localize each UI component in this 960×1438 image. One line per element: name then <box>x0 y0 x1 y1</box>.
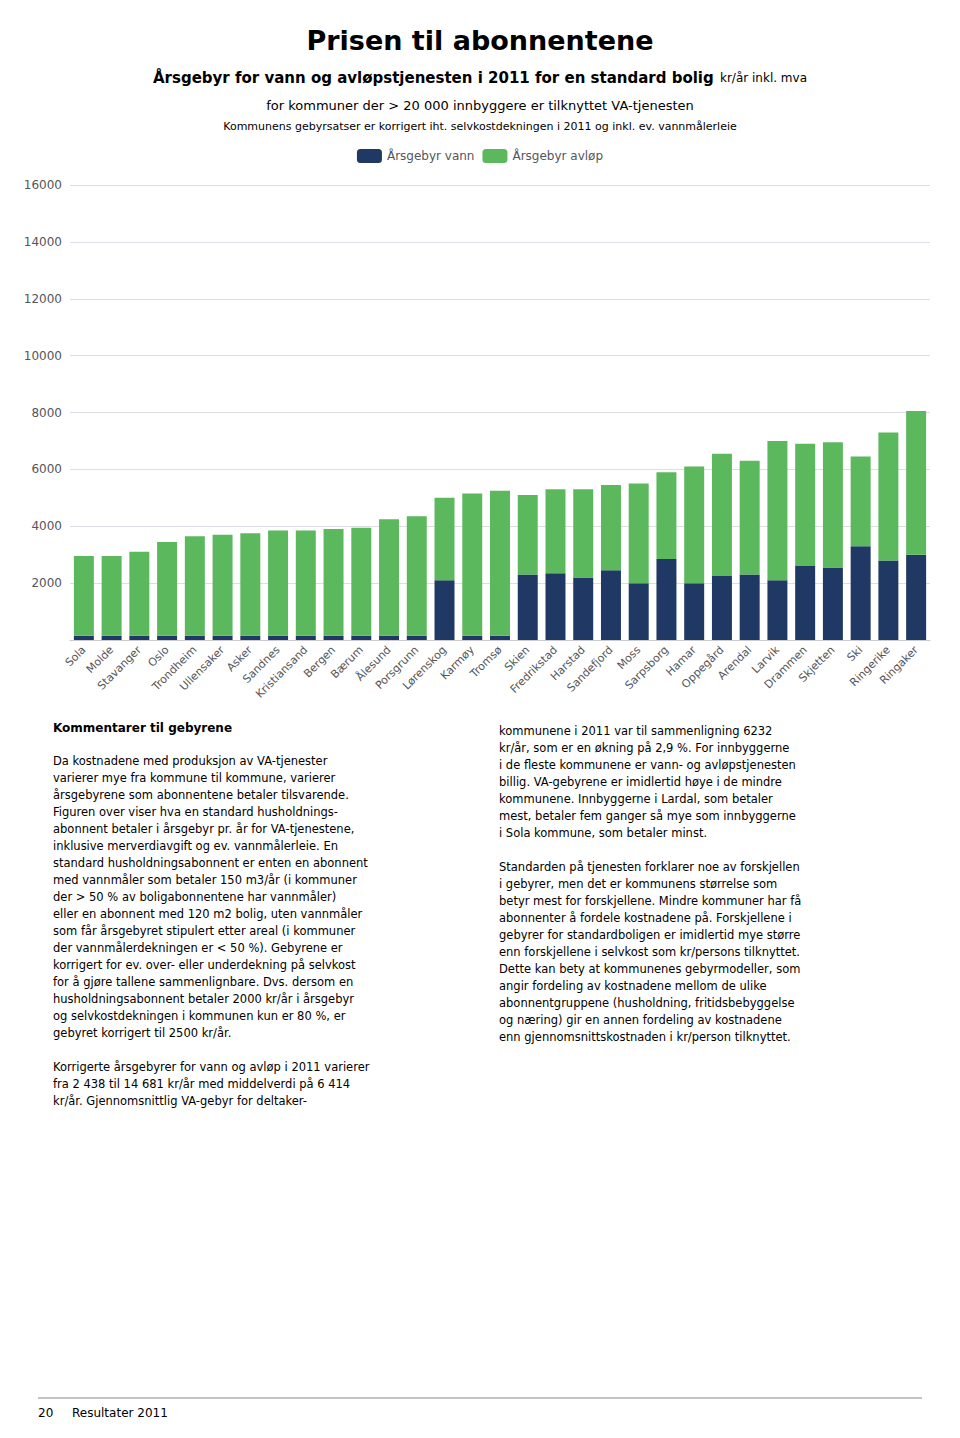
svg-text:der > 50 % av boligabonnentene: der > 50 % av boligabonnentene har vannm… <box>53 890 336 904</box>
svg-text:for å gjøre tallene sammenlign: for å gjøre tallene sammenlignbare. Dvs.… <box>53 975 353 989</box>
svg-text:Kommentarer til gebyrene: Kommentarer til gebyrene <box>53 721 232 735</box>
svg-text:Lørenskog: Lørenskog <box>400 643 449 692</box>
svg-text:14000: 14000 <box>24 235 62 249</box>
svg-text:kr/år, som er en økning på 2,9: kr/år, som er en økning på 2,9 %. For in… <box>499 741 789 755</box>
svg-text:Asker: Asker <box>224 643 255 675</box>
svg-text:Resultater 2011: Resultater 2011 <box>72 1406 168 1420</box>
svg-text:abonnenter å fordele kostnaden: abonnenter å fordele kostnadene på. Fors… <box>499 911 792 925</box>
svg-text:kr/år inkl. mva: kr/år inkl. mva <box>720 71 807 85</box>
svg-text:fra 2 438 til 14 681 kr/år med: fra 2 438 til 14 681 kr/år med middelver… <box>53 1077 350 1091</box>
svg-text:Sola: Sola <box>62 643 89 670</box>
svg-text:Sandefjord: Sandefjord <box>564 643 615 694</box>
svg-text:i Sola kommune, som betaler mi: i Sola kommune, som betaler minst. <box>499 826 707 840</box>
svg-text:Harstad: Harstad <box>548 643 588 684</box>
svg-text:12000: 12000 <box>24 292 62 306</box>
svg-text:korrigert for ev. over- eller: korrigert for ev. over- eller underdekni… <box>53 958 356 972</box>
svg-text:mest, betaler fem ganger så my: mest, betaler fem ganger så mye som innb… <box>499 809 796 823</box>
svg-text:som får årsgebyret stipulert e: som får årsgebyret stipulert etter areal… <box>53 924 356 938</box>
svg-text:årsgebyrene som abonnentene be: årsgebyrene som abonnentene betaler tils… <box>53 788 349 802</box>
svg-text:kommunene. Innbyggerne i Larda: kommunene. Innbyggerne i Lardal, som bet… <box>499 792 773 806</box>
svg-text:eller en abonnent med 120 m2 b: eller en abonnent med 120 m2 bolig, uten… <box>53 907 363 921</box>
svg-text:Kristiansand: Kristiansand <box>253 643 311 701</box>
svg-text:Ålesund: Ålesund <box>353 643 394 684</box>
svg-text:Moss: Moss <box>614 643 644 673</box>
svg-text:standard husholdningsabonnent: standard husholdningsabonnent er enten e… <box>53 856 368 870</box>
svg-text:billig. VA-gebyrene er imidler: billig. VA-gebyrene er imidlertid høye i… <box>499 775 782 789</box>
svg-text:angir fordeling av kostnadene: angir fordeling av kostnadene mellom de … <box>499 979 766 993</box>
svg-text:Fredrikstad: Fredrikstad <box>507 643 561 696</box>
svg-text:husholdningsabonnent betaler 2: husholdningsabonnent betaler 2000 kr/år … <box>53 992 354 1006</box>
svg-text:Stavanger: Stavanger <box>95 643 144 692</box>
svg-text:og selvkostdekningen i kommune: og selvkostdekningen i kommunen kun er 8… <box>53 1009 346 1023</box>
svg-text:der vannmålerdekningen er < 50: der vannmålerdekningen er < 50 %). Gebyr… <box>53 941 343 955</box>
svg-text:Skien: Skien <box>501 643 533 674</box>
svg-text:betyr mest for forskjellene. M: betyr mest for forskjellene. Mindre komm… <box>499 894 801 908</box>
svg-text:20: 20 <box>38 1406 53 1420</box>
svg-text:Bærum: Bærum <box>328 643 366 682</box>
svg-text:Ski: Ski <box>844 643 865 664</box>
svg-text:Tromsø: Tromsø <box>467 643 505 681</box>
svg-text:Molde: Molde <box>83 643 117 676</box>
svg-text:10000: 10000 <box>24 349 62 363</box>
svg-text:4000: 4000 <box>31 519 62 533</box>
svg-text:Arendal: Arendal <box>715 643 754 682</box>
svg-text:Bergen: Bergen <box>301 643 339 681</box>
svg-text:inklusive merverdiavgift og ev: inklusive merverdiavgift og ev. vannmåle… <box>53 839 338 853</box>
svg-text:Larvik: Larvik <box>749 643 782 677</box>
svg-text:Karmøy: Karmøy <box>438 643 477 682</box>
svg-text:Ullensaker: Ullensaker <box>177 643 227 693</box>
svg-text:6000: 6000 <box>31 462 62 476</box>
svg-text:Figuren over viser hva en stan: Figuren over viser hva en standard husho… <box>53 805 338 819</box>
svg-text:Årsgebyr for vann og avløpstje: Årsgebyr for vann og avløpstjenesten i 2… <box>153 68 714 87</box>
svg-text:Sandnes: Sandnes <box>240 643 283 686</box>
svg-text:Ringerike: Ringerike <box>847 643 893 690</box>
svg-text:Oslo: Oslo <box>145 643 172 670</box>
svg-text:gebyret korrigert til 2500 kr/: gebyret korrigert til 2500 kr/år. <box>53 1026 231 1040</box>
svg-text:Trondheim: Trondheim <box>149 643 200 694</box>
svg-text:enn gjennomsnittskostnaden i k: enn gjennomsnittskostnaden i kr/person t… <box>499 1030 791 1044</box>
svg-text:varierer mye fra kommune til k: varierer mye fra kommune til kommune, va… <box>53 771 336 785</box>
svg-text:Porsgrunn: Porsgrunn <box>372 643 422 692</box>
svg-text:Da kostnadene med produksjon a: Da kostnadene med produksjon av VA-tjene… <box>53 754 328 768</box>
svg-text:i gebyrer, men det er kommunen: i gebyrer, men det er kommunens størrels… <box>499 877 777 891</box>
svg-text:8000: 8000 <box>31 406 62 420</box>
svg-text:Drammen: Drammen <box>762 643 810 691</box>
svg-text:gebyrer for standardboligen er: gebyrer for standardboligen er imidlerti… <box>499 928 800 942</box>
svg-text:Hamar: Hamar <box>663 643 699 679</box>
svg-text:med vannmåler som betaler 150: med vannmåler som betaler 150 m3/år (i k… <box>53 873 357 887</box>
svg-text:Årsgebyr avløp: Årsgebyr avløp <box>512 148 603 163</box>
svg-text:Dette kan bety at kommunenes g: Dette kan bety at kommunenes gebyrmodell… <box>499 962 800 976</box>
svg-text:Sarpsborg: Sarpsborg <box>622 643 671 692</box>
svg-text:Ringaker: Ringaker <box>877 643 921 687</box>
svg-text:abonnentgruppene (husholdning,: abonnentgruppene (husholdning, fritidsbe… <box>499 996 795 1010</box>
svg-text:i de fleste kommunene er vann-: i de fleste kommunene er vann- og avløps… <box>499 758 796 772</box>
svg-text:16000: 16000 <box>24 178 62 192</box>
svg-text:Kommunens gebyrsatser er korri: Kommunens gebyrsatser er korrigert iht. … <box>223 120 737 133</box>
svg-text:Standarden på tjenesten forkla: Standarden på tjenesten forklarer noe av… <box>499 860 800 874</box>
svg-text:Prisen til abonnentene: Prisen til abonnentene <box>306 25 653 56</box>
svg-text:Oppegård: Oppegård <box>679 643 727 691</box>
svg-text:og næring) gir en annen fordel: og næring) gir en annen fordeling av kos… <box>499 1013 782 1027</box>
svg-text:kr/år. Gjennomsnittlig VA-geby: kr/år. Gjennomsnittlig VA-gebyr for delt… <box>53 1094 307 1108</box>
svg-text:2000: 2000 <box>31 576 62 590</box>
svg-text:enn forskjellene i selvkost so: enn forskjellene i selvkost som kr/perso… <box>499 945 800 959</box>
svg-text:Årsgebyr vann: Årsgebyr vann <box>387 148 475 163</box>
svg-text:kommunene i 2011 var til samme: kommunene i 2011 var til sammenligning 6… <box>499 724 772 738</box>
svg-text:Korrigerte årsgebyrer for vann: Korrigerte årsgebyrer for vann og avløp … <box>53 1060 370 1074</box>
svg-text:for kommuner der > 20 000 innb: for kommuner der > 20 000 innbyggere er … <box>266 98 694 113</box>
svg-text:Skjetten: Skjetten <box>796 643 837 684</box>
svg-text:abonnent betaler i årsgebyr pr: abonnent betaler i årsgebyr pr. år for V… <box>53 822 354 836</box>
